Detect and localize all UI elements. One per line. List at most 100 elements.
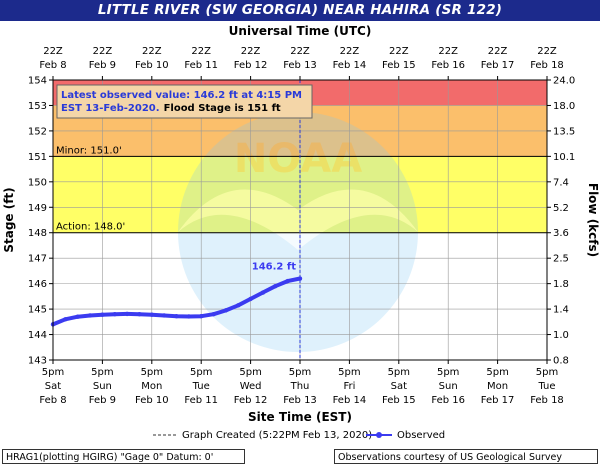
bottom-axis-title: Site Time (EST) — [248, 410, 352, 424]
observed-point — [174, 314, 179, 319]
observed-point — [297, 276, 303, 281]
observed-point — [260, 290, 266, 295]
x-bottom-time-label: 5pm — [338, 367, 360, 378]
observed-point — [149, 312, 154, 317]
chart-ticks: 143 144 145 146 147 148 149 150 151 152 153 154 0.8 1… — [28, 46, 575, 406]
x-top-hour-label: 22Z — [191, 46, 211, 57]
x-bottom-time-label: 5pm — [190, 367, 212, 378]
observed-point — [223, 308, 229, 313]
x-bottom-time-label: 5pm — [536, 367, 558, 378]
y-tick-label-stage: 144 — [28, 330, 47, 341]
x-top-date-label: Feb 13 — [283, 60, 317, 71]
right-axis-title: Flow (kcfs) — [586, 183, 600, 257]
x-bottom-day-label: Sun — [93, 381, 112, 392]
x-top-date-label: Feb 11 — [184, 60, 218, 71]
x-top-hour-label: 22Z — [142, 46, 162, 57]
x-top-hour-label: 22Z — [290, 46, 310, 57]
x-top-hour-label: 22Z — [340, 46, 360, 57]
y-tick-label-flow: 1.8 — [553, 279, 569, 290]
observed-point — [161, 313, 167, 318]
x-bottom-date-label: Feb 12 — [234, 395, 268, 406]
top-axis-title: Universal Time (UTC) — [229, 24, 372, 38]
x-bottom-time-label: 5pm — [141, 367, 163, 378]
info-observed-text: Latest observed value: 146.2 ft at 4:15 … — [61, 90, 302, 101]
x-bottom-day-label: Mon — [141, 381, 162, 392]
x-bottom-date-label: Feb 8 — [39, 395, 66, 406]
x-bottom-day-label: Tue — [192, 381, 210, 392]
observed-point — [248, 296, 253, 302]
x-bottom-date-label: Feb 16 — [431, 395, 465, 406]
y-tick-label-flow: 10.1 — [553, 152, 575, 163]
legend-observed-label: Observed — [397, 430, 445, 441]
x-top-date-label: Feb 16 — [431, 60, 465, 71]
observed-point — [285, 278, 290, 284]
x-bottom-date-label: Feb 13 — [283, 395, 317, 406]
observed-point — [199, 314, 204, 319]
x-top-hour-label: 22Z — [43, 46, 63, 57]
threshold-label-minor: Minor: 151.0' — [56, 145, 122, 156]
observed-point — [137, 311, 142, 317]
x-top-date-label: Feb 17 — [481, 60, 515, 71]
noaa-logo-text: NOAA — [234, 136, 362, 182]
threshold-label-action: Action: 148.0' — [56, 222, 125, 233]
y-tick-label-stage: 149 — [28, 203, 47, 214]
x-top-date-label: Feb 8 — [39, 60, 66, 71]
x-top-date-label: Feb 15 — [382, 60, 416, 71]
info-box-frame — [56, 84, 313, 119]
y-tick-label-stage: 143 — [28, 356, 47, 367]
x-top-date-label: Feb 14 — [333, 60, 367, 71]
x-top-hour-label: 22Z — [93, 46, 113, 57]
y-tick-label-stage: 153 — [28, 101, 47, 112]
y-tick-label-stage: 154 — [28, 76, 47, 87]
x-bottom-day-label: Mon — [487, 381, 508, 392]
chart-title-banner: LITTLE RIVER (SW GEORGIA) NEAR HAHIRA (S… — [0, 0, 600, 21]
noaa-watermark: NOAA — [178, 112, 418, 352]
x-bottom-time-label: 5pm — [91, 367, 113, 378]
x-bottom-date-label: Feb 10 — [135, 395, 169, 406]
x-bottom-date-label: Feb 15 — [382, 395, 416, 406]
y-tick-label-flow: 13.5 — [553, 126, 575, 137]
observed-point — [273, 283, 278, 289]
y-tick-label-stage: 151 — [28, 152, 47, 163]
footer-datum: HRAG1(plotting HGIRG) "Gage 0" Datum: 0' — [2, 449, 245, 464]
x-top-date-label: Feb 12 — [234, 60, 268, 71]
legend-observed-marker — [376, 432, 382, 438]
x-top-hour-label: 22Z — [537, 46, 557, 57]
x-bottom-time-label: 5pm — [239, 367, 261, 378]
x-bottom-date-label: Feb 11 — [184, 395, 218, 406]
x-bottom-time-label: 5pm — [486, 367, 508, 378]
x-bottom-time-label: 5pm — [42, 367, 64, 378]
y-tick-label-stage: 146 — [28, 279, 47, 290]
noaa-logo-bird — [178, 189, 418, 250]
x-bottom-day-label: Tue — [537, 381, 555, 392]
threshold-lines: Minor: 151.0' Action: 148.0' — [53, 80, 547, 360]
x-bottom-time-label: 5pm — [289, 367, 311, 378]
x-bottom-day-label: Thu — [290, 381, 310, 392]
observed-point — [124, 311, 130, 317]
observed-point — [112, 311, 117, 317]
y-tick-label-flow: 3.6 — [553, 228, 569, 239]
x-top-date-label: Feb 18 — [530, 60, 564, 71]
y-tick-label-flow: 1.0 — [553, 330, 569, 341]
observed-point — [75, 314, 80, 319]
legend-created-label: Graph Created (5:22PM Feb 13, 2020) — [182, 430, 372, 441]
observed-point — [87, 313, 93, 318]
x-top-hour-label: 22Z — [438, 46, 458, 57]
x-bottom-date-label: Feb 9 — [89, 395, 116, 406]
y-tick-label-flow: 0.8 — [553, 356, 569, 367]
latest-value-label: 146.2 ft — [252, 262, 296, 273]
x-bottom-date-label: Feb 17 — [481, 395, 515, 406]
y-tick-label-flow: 24.0 — [553, 76, 575, 87]
chart-legend: Graph Created (5:22PM Feb 13, 2020) Obse… — [153, 430, 445, 441]
y-tick-label-stage: 152 — [28, 126, 47, 137]
left-axis-title: Stage (ft) — [2, 187, 16, 252]
x-bottom-day-label: Wed — [240, 381, 262, 392]
info-box: Latest observed value: 146.2 ft at 4:15 … — [56, 84, 313, 119]
x-bottom-day-label: Fri — [343, 381, 355, 392]
x-top-hour-label: 22Z — [488, 46, 508, 57]
observed-point — [186, 314, 192, 319]
y-tick-label-stage: 148 — [28, 228, 47, 239]
x-top-date-label: Feb 10 — [135, 60, 169, 71]
footer-credit: Observations courtesy of US Geological S… — [334, 449, 598, 464]
